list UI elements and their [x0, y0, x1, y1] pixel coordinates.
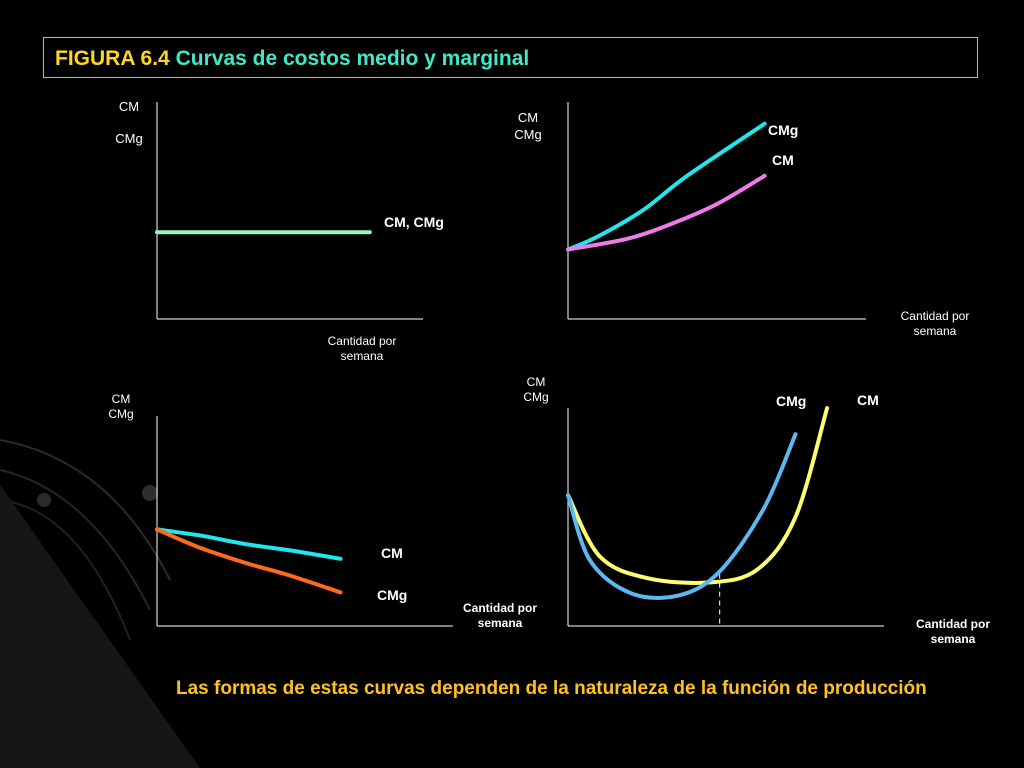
chart3-xlabel-line1: Cantidad por: [463, 601, 537, 615]
background-decoration: [0, 439, 200, 768]
chart3-series-label-cmg: CMg: [377, 587, 408, 603]
chart4-xlabel-line1: Cantidad por: [916, 617, 990, 631]
chart4-series-cmg-line: [566, 432, 798, 600]
chart2-xlabel: Cantidad por semana: [885, 309, 985, 339]
chart4-xlabel-line2: semana: [930, 632, 976, 646]
chart3-xlabel: Cantidad por semana: [450, 601, 550, 631]
chart2-series-cmg-line: [566, 121, 767, 252]
footnote: Las formas de estas curvas dependen de l…: [176, 678, 927, 699]
chart3-series-label-cm: CM: [381, 545, 403, 561]
chart4-ylabel-line2: CMg: [523, 390, 549, 404]
chart4-xlabel: Cantidad por semana: [903, 617, 1003, 647]
chart4-ylabel-line1: CM: [526, 375, 546, 389]
chart1-xlabel: Cantidad por semana: [312, 334, 412, 364]
chart3-ylabel: CM CMg: [98, 392, 144, 422]
chart4-series-label-cm: CM: [857, 392, 879, 408]
chart1-ylabel: CM CMg: [104, 98, 154, 147]
chart2-ylabel-line2: CMg: [514, 127, 542, 142]
page-title: FIGURA 6.4 Curvas de costos medio y marg…: [55, 47, 529, 71]
chart3-ylabel-line2: CMg: [108, 407, 134, 421]
chart2-xlabel-line1: Cantidad por: [900, 309, 970, 323]
chart1-xlabel-line2: semana: [340, 349, 384, 363]
chart1-ylabel-line2: CMg: [115, 131, 143, 146]
chart4-ylabel: CM CMg: [513, 375, 559, 405]
chart4-series-cm-line: [566, 406, 830, 585]
title-box: FIGURA 6.4 Curvas de costos medio y marg…: [43, 37, 978, 78]
figure-name: Curvas de costos medio y marginal: [175, 47, 530, 70]
chart1-series-label: CM, CMg: [384, 214, 444, 230]
chart4-series-label-cmg: CMg: [776, 393, 807, 409]
chart2-ylabel: CM CMg: [505, 109, 551, 143]
chart2-xlabel-line2: semana: [913, 324, 957, 338]
chart3-xlabel-line2: semana: [477, 616, 523, 630]
chart3-series-cmg-line: [155, 527, 343, 595]
chart2-ylabel-line1: CM: [517, 110, 539, 125]
chart1-xlabel-line1: Cantidad por: [327, 334, 397, 348]
chart3-series-cm-line: [155, 527, 343, 561]
chart2-series-cm-line: [566, 173, 767, 252]
chart2-series-label-cmg: CMg: [768, 122, 799, 138]
chart2-series-label-cm: CM: [772, 152, 794, 168]
chart3-ylabel-line1: CM: [111, 392, 131, 406]
figure-number: FIGURA 6.4: [55, 47, 170, 70]
chart1-ylabel-line1: CM: [118, 99, 140, 114]
